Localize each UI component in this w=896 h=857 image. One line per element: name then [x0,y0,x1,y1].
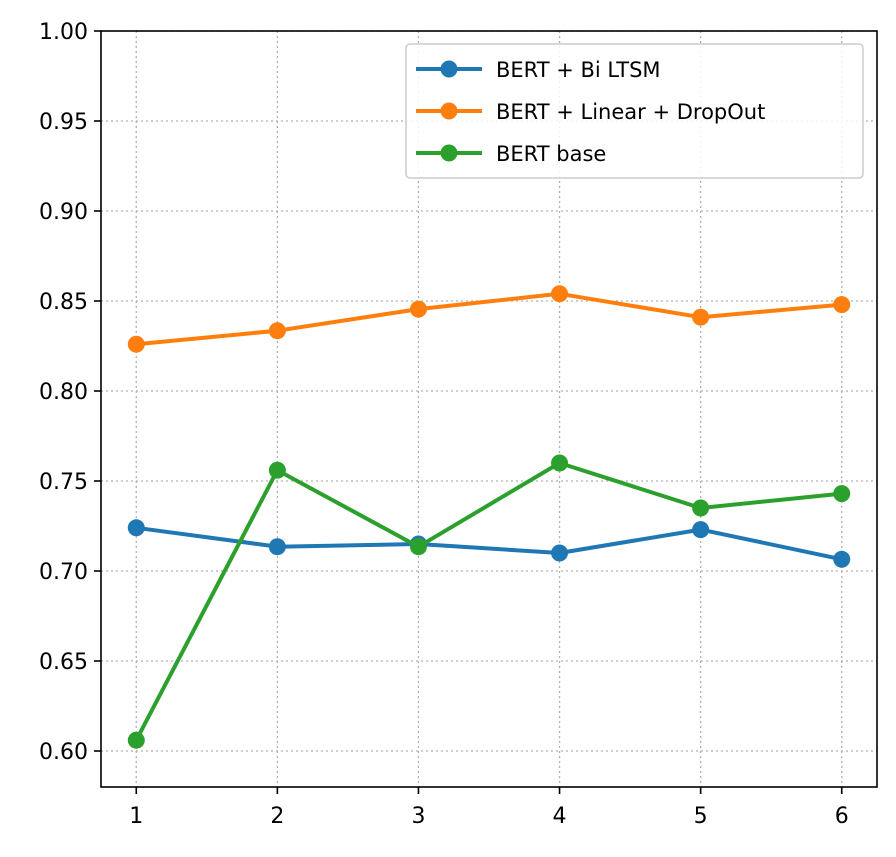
data-point [692,499,710,517]
data-point [833,485,851,503]
y-tick-label: 0.65 [39,650,88,675]
legend-swatch-marker [440,102,458,120]
legend-label: BERT + Linear + DropOut [496,100,765,124]
series-group [127,519,851,568]
y-tick-label: 0.90 [39,200,88,225]
legend-label: BERT + Bi LTSM [496,58,661,82]
series-line [134,525,844,562]
x-tick-label: 2 [270,804,284,829]
data-point [551,544,569,562]
data-point [268,538,286,556]
y-tick-label: 0.75 [39,470,88,495]
data-point [409,300,427,318]
series-line [134,291,844,347]
y-tick-label: 0.60 [39,740,88,765]
series-lines [127,285,851,749]
y-tick-label: 0.70 [39,560,88,585]
legend-swatch-marker [440,144,458,162]
legend-label: BERT base [496,142,606,166]
data-point [692,308,710,326]
legend-box [405,43,864,179]
x-tick-label: 6 [835,804,849,829]
data-point [551,285,569,303]
series-group [127,285,851,353]
series-line [134,461,844,743]
x-tick-label: 3 [411,804,425,829]
legend-swatch-marker [440,60,458,78]
data-point [127,335,145,353]
series-group [127,454,851,749]
data-point [268,322,286,340]
y-tick-label: 1.00 [39,20,88,45]
x-tick-label: 1 [129,804,143,829]
y-tick-label: 0.85 [39,290,88,315]
data-point [833,550,851,568]
data-point [268,461,286,479]
data-point [692,521,710,539]
legend-entry: BERT + Bi LTSM [416,58,661,82]
y-tick-label: 0.80 [39,380,88,405]
data-point [127,519,145,537]
legend-entry: BERT base [416,142,606,166]
legend: BERT + Bi LTSM BERT + Linear + DropOut BER… [405,43,864,179]
data-point [409,538,427,556]
x-tick-label: 4 [553,804,567,829]
axis-ticks: 1 2 3 4 5 6 0.60 0.65 0.70 0.75 0.80 0.85 0.90 0.95 1.… [39,20,849,829]
data-point [833,296,851,314]
plot-frame [100,30,878,788]
data-point [551,454,569,472]
data-point [127,731,145,749]
legend-entry: BERT + Linear + DropOut [416,100,765,124]
x-tick-label: 5 [694,804,708,829]
y-tick-label: 0.95 [39,110,88,135]
